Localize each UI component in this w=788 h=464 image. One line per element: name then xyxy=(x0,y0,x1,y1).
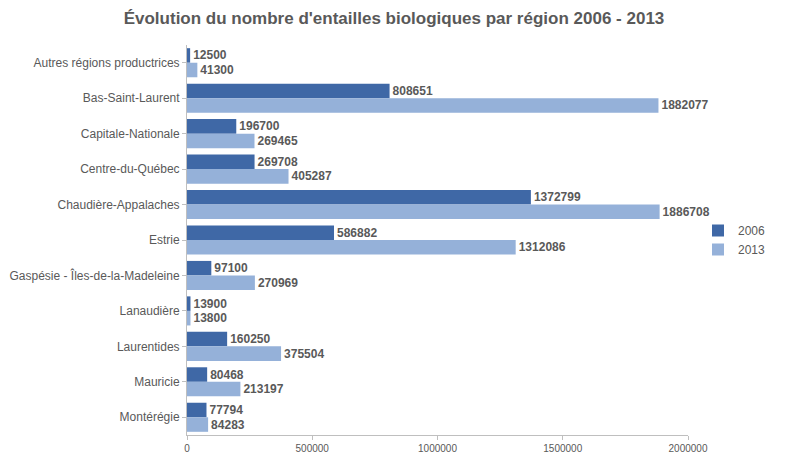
svg-text:808651: 808651 xyxy=(393,84,433,98)
svg-text:1372799: 1372799 xyxy=(534,190,581,204)
svg-text:84283: 84283 xyxy=(211,418,245,432)
svg-text:Gaspésie - Îles-de-la-Madelein: Gaspésie - Îles-de-la-Madeleine xyxy=(10,268,180,283)
svg-text:405287: 405287 xyxy=(292,169,332,183)
svg-text:Bas-Saint-Laurent: Bas-Saint-Laurent xyxy=(83,91,180,105)
svg-text:41300: 41300 xyxy=(200,63,234,77)
svg-text:Montérégie: Montérégie xyxy=(120,410,180,424)
svg-text:77794: 77794 xyxy=(209,403,243,417)
svg-text:270969: 270969 xyxy=(258,276,298,290)
svg-text:269465: 269465 xyxy=(258,134,298,148)
svg-text:Lanaudière: Lanaudière xyxy=(120,304,180,318)
svg-text:Autres régions productrices: Autres régions productrices xyxy=(34,56,180,70)
svg-text:375504: 375504 xyxy=(284,347,324,361)
svg-text:213197: 213197 xyxy=(243,382,283,396)
svg-text:1312086: 1312086 xyxy=(519,240,566,254)
svg-text:586882: 586882 xyxy=(337,226,377,240)
svg-text:Mauricie: Mauricie xyxy=(134,375,180,389)
svg-text:2000000: 2000000 xyxy=(669,443,708,454)
svg-text:Centre-du-Québec: Centre-du-Québec xyxy=(80,162,179,176)
svg-text:Évolution du nombre d'entaille: Évolution du nombre d'entailles biologiq… xyxy=(124,9,665,28)
svg-text:269708: 269708 xyxy=(258,155,298,169)
svg-text:1000000: 1000000 xyxy=(418,443,457,454)
svg-text:2013: 2013 xyxy=(738,243,765,257)
svg-text:1886708: 1886708 xyxy=(663,205,710,219)
svg-text:Chaudière-Appalaches: Chaudière-Appalaches xyxy=(58,198,180,212)
svg-text:Laurentides: Laurentides xyxy=(117,340,180,354)
svg-text:12500: 12500 xyxy=(193,48,227,62)
svg-text:196700: 196700 xyxy=(239,119,279,133)
svg-text:Estrie: Estrie xyxy=(149,233,180,247)
svg-text:97100: 97100 xyxy=(214,261,248,275)
svg-text:1882077: 1882077 xyxy=(661,98,708,112)
svg-text:Capitale-Nationale: Capitale-Nationale xyxy=(81,127,180,141)
svg-text:13900: 13900 xyxy=(193,297,227,311)
svg-text:500000: 500000 xyxy=(296,443,330,454)
svg-text:0: 0 xyxy=(184,443,190,454)
svg-text:1500000: 1500000 xyxy=(543,443,582,454)
svg-text:160250: 160250 xyxy=(230,332,270,346)
svg-text:13800: 13800 xyxy=(193,311,227,325)
svg-text:2006: 2006 xyxy=(738,224,765,238)
svg-text:80468: 80468 xyxy=(210,368,244,382)
